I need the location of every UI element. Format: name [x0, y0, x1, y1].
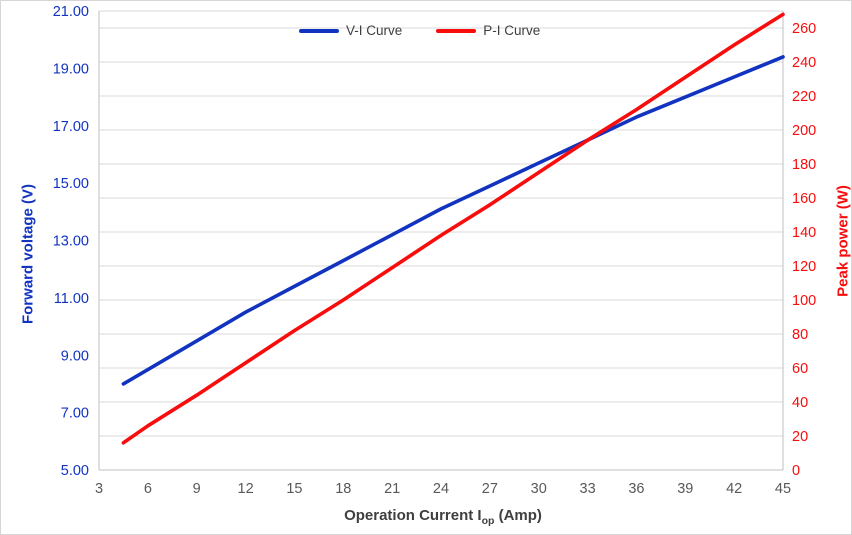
x-axis-title: Operation Current Iop (Amp): [344, 507, 542, 527]
right-tick-label: 200: [792, 123, 816, 139]
left-tick-label: 21.00: [53, 4, 89, 20]
left-tick-label: 9.00: [61, 348, 89, 364]
x-axis-title-suffix: (Amp): [494, 507, 542, 524]
left-tick-label: 15.00: [53, 176, 89, 192]
right-tick-label: 260: [792, 21, 816, 37]
left-tick-label: 19.00: [53, 61, 89, 77]
right-tick-label: 20: [792, 429, 808, 445]
x-tick-label: 21: [384, 481, 400, 497]
left-tick-label: 5.00: [61, 463, 89, 479]
left-tick-label: 11.00: [54, 291, 89, 307]
x-tick-label: 6: [144, 481, 152, 497]
x-axis-title-subscript: op: [481, 515, 495, 527]
x-tick-label: 12: [238, 481, 254, 497]
right-tick-label: 160: [792, 191, 816, 207]
left-tick-label: 13.00: [53, 234, 89, 250]
x-tick-label: 33: [580, 481, 596, 497]
left-axis-title: Forward voltage (V): [19, 183, 37, 325]
right-tick-label: 40: [792, 395, 808, 411]
x-tick-label: 36: [628, 481, 644, 497]
right-tick-label: 0: [792, 463, 800, 479]
left-tick-label: 7.00: [61, 406, 89, 422]
x-tick-label: 42: [726, 481, 742, 497]
right-tick-label: 240: [792, 55, 816, 71]
pi-curve-swatch: [436, 28, 477, 33]
x-tick-label: 27: [482, 481, 498, 497]
x-tick-label: 3: [95, 481, 103, 497]
x-tick-label: 18: [335, 481, 351, 497]
left-tick-label: 17.00: [53, 119, 89, 135]
legend-item-pi-curve: P-I Curve: [436, 23, 540, 38]
right-tick-label: 80: [792, 327, 808, 343]
pi-curve-label: P-I Curve: [483, 23, 541, 38]
x-tick-label: 30: [531, 481, 547, 497]
x-tick-label: 24: [433, 481, 449, 497]
x-axis-title-main: Operation Current I: [344, 507, 482, 524]
vi-curve-label: V-I Curve: [346, 23, 403, 38]
pi-curve: [121, 12, 785, 445]
x-tick-label: 45: [775, 481, 791, 497]
x-tick-label: 15: [286, 481, 302, 497]
right-tick-label: 120: [792, 259, 816, 275]
x-tick-label: 39: [677, 481, 693, 497]
legend-item-vi-curve: V-I Curve: [299, 23, 402, 38]
right-tick-label: 100: [792, 293, 816, 309]
right-tick-label: 140: [792, 225, 816, 241]
right-tick-label: 220: [792, 89, 816, 105]
vi-curve: [121, 55, 785, 386]
vi-curve-swatch: [299, 28, 339, 33]
x-tick-label: 9: [193, 481, 201, 497]
legend: V-I Curve P-I Curve: [299, 23, 540, 38]
right-tick-label: 180: [792, 157, 816, 173]
right-axis-title: Peak power (W): [834, 185, 852, 297]
right-tick-label: 60: [792, 361, 808, 377]
